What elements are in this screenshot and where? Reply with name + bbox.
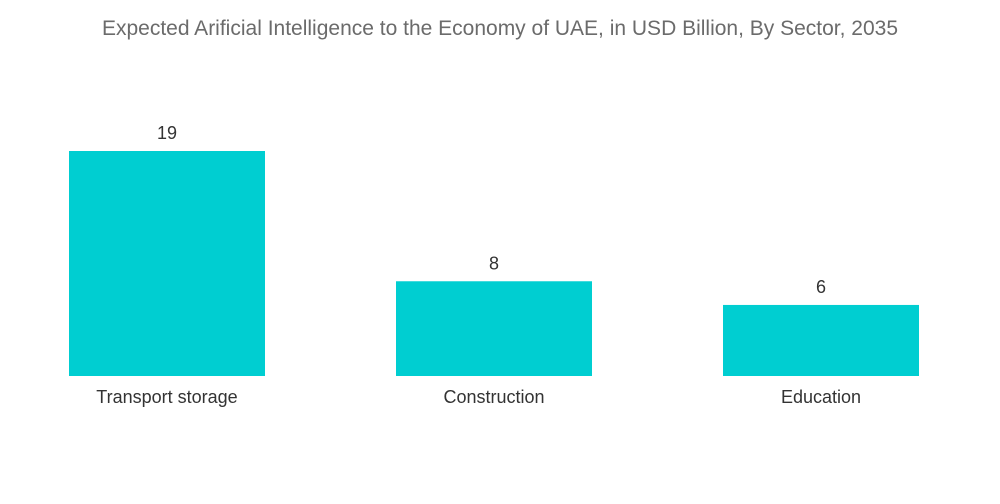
category-label: Transport storage <box>96 387 237 407</box>
bar-construction <box>396 281 592 376</box>
category-label: Construction <box>443 387 544 407</box>
bar-education <box>723 304 919 376</box>
chart-title: Expected Arificial Intelligence to the E… <box>101 17 899 40</box>
category-label: Education <box>781 387 861 407</box>
value-label: 6 <box>816 277 826 297</box>
value-label: 19 <box>157 123 177 143</box>
bar-transport-storage <box>69 151 265 376</box>
bars-layer: 19 Transport storage 8 Construction 6 Educati… <box>69 123 919 407</box>
value-label: 8 <box>489 253 499 273</box>
